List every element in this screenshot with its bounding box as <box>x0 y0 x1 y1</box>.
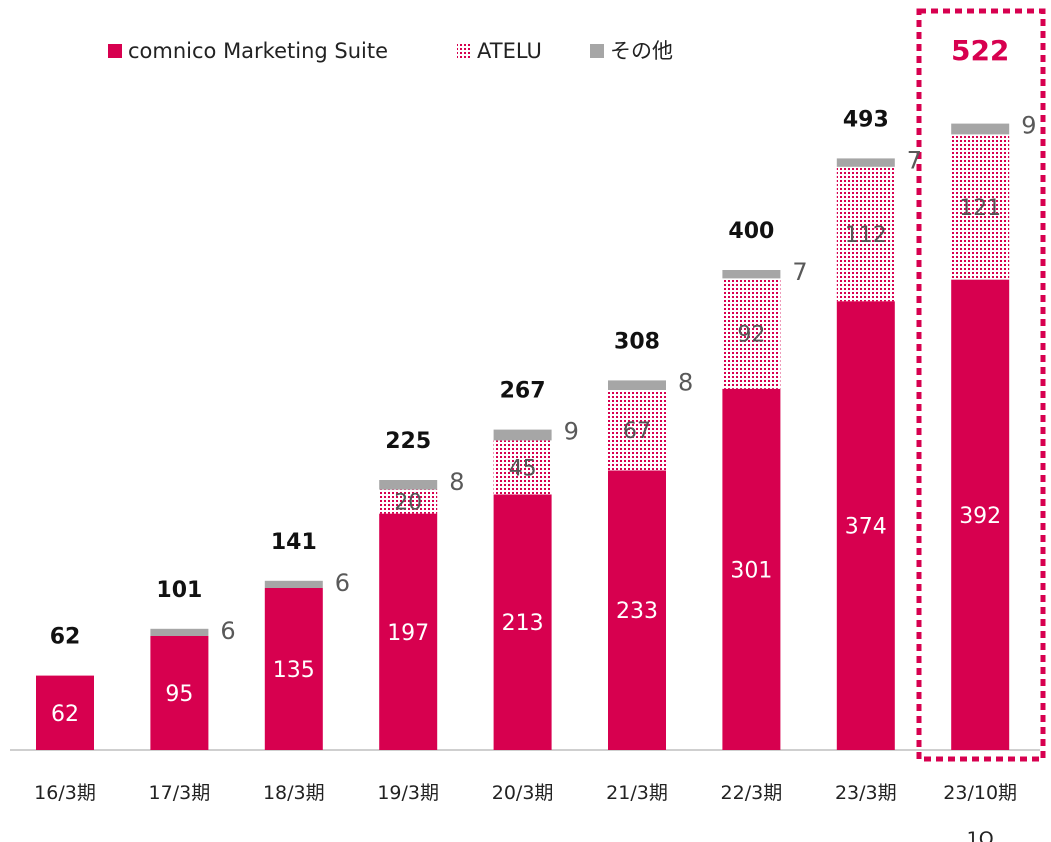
total-label: 62 <box>50 625 81 650</box>
x-tick-label: 19/3期 <box>377 782 440 804</box>
legend-label: その他 <box>610 39 673 63</box>
value-label: 112 <box>845 223 887 248</box>
bar-segment <box>36 675 94 750</box>
bar-segment <box>722 278 781 389</box>
total-label: 141 <box>271 530 317 555</box>
value-label: 62 <box>51 702 79 727</box>
bar-segment <box>379 489 438 514</box>
bar-segment <box>493 429 552 441</box>
x-tick-label: 16/3期 <box>34 782 96 804</box>
bar-segment <box>493 494 552 750</box>
bar-segment <box>493 440 552 495</box>
total-label: 400 <box>728 219 774 244</box>
bar-segment <box>379 513 438 750</box>
bar-segment <box>150 636 209 750</box>
value-label: 135 <box>273 658 315 683</box>
value-label: 8 <box>449 468 464 496</box>
value-label: 213 <box>502 611 544 636</box>
legend-swatch <box>457 44 471 58</box>
value-label: 9 <box>1021 112 1036 140</box>
value-label: 92 <box>737 323 765 348</box>
bar-segment <box>951 123 1010 135</box>
value-label: 121 <box>959 196 1001 221</box>
x-tick-label: 18/3期 <box>262 782 325 804</box>
value-label: 67 <box>623 419 651 444</box>
bar-segment <box>608 390 666 471</box>
value-label: 20 <box>394 491 422 516</box>
legend-swatch <box>590 44 604 58</box>
bar-segment <box>608 380 666 390</box>
bar-segment <box>264 588 323 750</box>
total-label: 308 <box>614 329 660 354</box>
value-label: 7 <box>792 258 807 286</box>
x-tick-label: 21/3期 <box>606 782 668 804</box>
legend-label: comnico Marketing Suite <box>128 39 388 63</box>
legend-swatch <box>108 44 122 58</box>
bar-segment <box>722 270 781 279</box>
value-label: 301 <box>730 558 772 583</box>
x-tick-label: 22/3期 <box>720 782 783 804</box>
bar-segment <box>836 301 895 750</box>
bar-segment <box>264 580 323 588</box>
x-tick-label: 23/3期 <box>834 782 897 804</box>
value-label: 6 <box>220 617 235 645</box>
total-label: 225 <box>385 429 431 454</box>
bar-segment <box>608 470 666 750</box>
highlight-box <box>916 8 1046 762</box>
total-label: 101 <box>156 578 202 603</box>
value-label: 392 <box>959 504 1001 529</box>
total-label: 522 <box>951 34 1009 67</box>
value-label: 8 <box>678 368 693 396</box>
bar-segment <box>722 388 781 750</box>
value-label: 7 <box>907 146 922 174</box>
bar-segment <box>951 134 1010 280</box>
total-label: 493 <box>843 107 889 132</box>
bar-segment <box>836 166 895 302</box>
value-label: 233 <box>616 599 658 624</box>
x-tick-label: 20/3期 <box>491 782 554 804</box>
x-tick-label: 23/10期 1Q <box>943 782 1018 842</box>
value-label: 374 <box>845 515 887 540</box>
value-label: 9 <box>564 418 579 446</box>
value-label: 95 <box>165 682 193 707</box>
value-label: 6 <box>335 569 350 597</box>
bar-segment <box>836 158 895 167</box>
bar-segment <box>379 480 438 490</box>
x-tick-label: 17/3期 <box>148 782 211 804</box>
total-label: 267 <box>500 379 546 404</box>
bar-segment <box>951 279 1010 750</box>
value-label: 197 <box>387 621 429 646</box>
bar-segment <box>150 628 209 636</box>
legend-label: ATELU <box>477 39 542 63</box>
value-label: 45 <box>509 456 537 481</box>
